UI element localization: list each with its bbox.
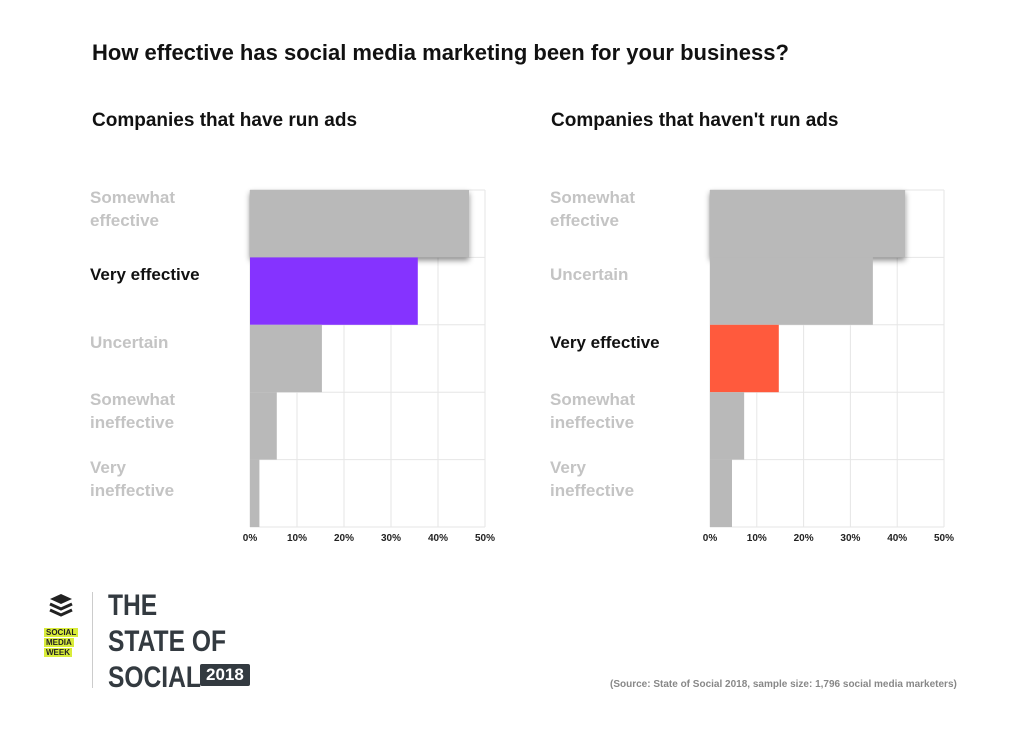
category-label: Uncertain <box>550 265 629 285</box>
x-tick-label: 10% <box>287 533 307 544</box>
bar-uncertain <box>250 324 322 393</box>
social-media-week-logo: SOCIAL MEDIA WEEK <box>44 628 79 657</box>
bar-somewhat-ineffective <box>710 392 745 460</box>
category-label: Very ineffective <box>550 457 635 500</box>
left-chart-subtitle: Companies that have run ads <box>92 110 358 131</box>
x-tick-label: 0% <box>243 533 258 544</box>
x-tick-label: 20% <box>334 533 354 544</box>
bar-somewhat-ineffective <box>250 392 277 460</box>
bar-somewhat-effective <box>710 190 906 258</box>
x-tick-label: 30% <box>381 533 401 544</box>
bar-somewhat-effective <box>250 190 470 258</box>
page-title: How effective has social media marketing… <box>92 40 789 65</box>
category-label: Very effective <box>550 332 660 352</box>
bar-very-effective <box>250 257 418 325</box>
x-tick-label: 10% <box>747 533 767 544</box>
bar-very-ineffective <box>710 459 732 527</box>
category-label: Very ineffective <box>90 457 175 500</box>
state-of-social-logo: THE STATE OF SOCIAL <box>108 589 226 694</box>
x-tick-label: 40% <box>887 533 907 544</box>
category-label: Very effective <box>90 265 200 285</box>
source-note: (Source: State of Social 2018, sample si… <box>610 679 957 690</box>
divider <box>92 592 93 688</box>
right-chart-subtitle: Companies that haven't run ads <box>551 110 839 131</box>
x-tick-label: 50% <box>475 533 495 544</box>
category-label: Somewhat effective <box>550 188 636 230</box>
year-badge: 2018 <box>200 664 250 686</box>
category-label: Uncertain <box>90 332 169 352</box>
category-label: Somewhat ineffective <box>550 390 636 433</box>
bar-uncertain <box>710 257 873 325</box>
x-tick-label: 50% <box>934 533 954 544</box>
x-tick-label: 0% <box>703 533 718 544</box>
category-label: Somewhat ineffective <box>90 390 176 433</box>
buffer-logo-icon <box>49 594 73 617</box>
x-tick-label: 20% <box>794 533 814 544</box>
bar-very-effective <box>710 324 779 393</box>
x-tick-label: 30% <box>840 533 860 544</box>
bar-very-ineffective <box>250 459 260 527</box>
category-label: Somewhat effective <box>90 188 176 230</box>
x-tick-label: 40% <box>428 533 448 544</box>
